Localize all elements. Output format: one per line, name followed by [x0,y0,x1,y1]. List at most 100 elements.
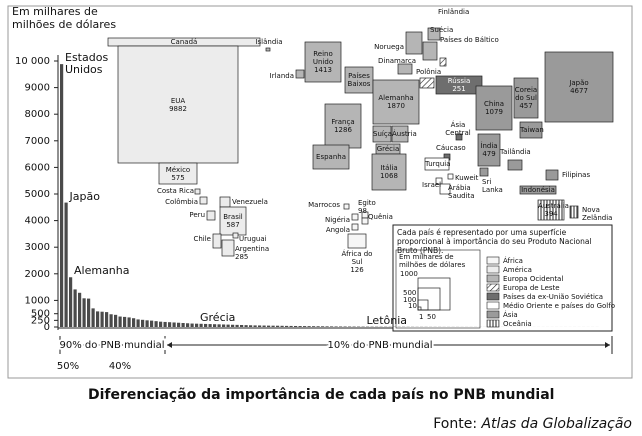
country-value: 575 [171,173,185,182]
country-label: França 1286 [325,104,361,148]
bar [100,311,104,327]
country-label: Indonésia [520,186,556,194]
bar [163,321,167,327]
country-label: Ásia Central [440,121,476,137]
bar [208,324,212,327]
country-label: Venezuela [232,198,272,206]
country-label: Grécia [376,144,400,154]
bar [172,322,176,327]
country-label: Suécia [430,26,460,34]
country-label: Irlanda [262,72,294,80]
legend-label: África [503,256,523,265]
bar [186,323,190,327]
bar [294,325,298,327]
legend-label: América [503,265,532,274]
country-label: Polônia [416,68,446,76]
country-box [232,232,239,239]
bar [78,292,82,327]
country-label: Filipinas [562,171,602,179]
country-box [537,199,565,221]
country-name: Espanha [316,153,346,161]
country-value: 587 [226,221,240,229]
country-label: Tailândia [500,148,536,156]
bar [73,289,77,327]
country-label: Quênia [368,213,396,221]
bar [82,298,86,327]
bar [253,325,257,327]
y-tick-label: 10 000 [15,56,50,67]
country-name: Canadá [170,38,198,46]
country-label: Israel [422,181,442,189]
country-name: Arábia Saudita [448,184,475,200]
country-name: Nigéria [324,216,350,224]
country-label: Brasil 587 [220,207,246,235]
country-name: Coreia do Sul [514,86,538,102]
bar [244,325,248,327]
country-label: Alemanha 1870 [373,80,419,124]
map-legend-title: Cada país é representado por uma superfí… [397,228,592,255]
bar [168,322,172,327]
country-name: Irlanda [269,72,294,80]
country-name: Ásia Central [445,121,471,137]
bar [276,325,280,327]
bar [325,326,329,327]
country-label: Argentina 285 [235,245,275,261]
country-name: Venezuela [232,198,268,206]
country-label: Suíça [373,126,392,142]
country-name: Noruega [374,43,404,51]
bar [60,64,64,328]
country-box [371,153,407,191]
country-label: Dinamarca [378,57,418,65]
country-name: Islândia [255,38,283,46]
bar [177,322,181,327]
country-box [427,27,441,41]
country-label: Austrália 394 [538,200,569,220]
country-value: 251 [452,85,466,93]
country-value: 1286 [334,126,352,134]
scale-square [417,287,441,311]
bar [298,326,302,327]
country-name: África do Sul [341,250,373,266]
bar [136,319,140,327]
legend-swatch [486,283,500,292]
country-box [477,133,501,167]
country-box [324,103,362,149]
country-label: Índia 479 [478,134,500,166]
scale-value: 1000 [400,270,418,278]
bar [132,318,136,327]
bar [87,298,91,327]
country-box [519,185,557,195]
bar [271,325,275,327]
country-box [219,196,231,208]
country-name: Argentina [235,245,270,253]
bar [262,325,266,327]
country-box [435,177,443,185]
country-name: Turquia [425,160,451,168]
country-name: Reino Unido [312,50,334,66]
scale-box [395,249,481,329]
bar [141,319,145,327]
country-name: China [484,100,504,108]
y-tick-label: 3000 [25,242,50,253]
source-title: Atlas da Globalização [480,416,632,432]
country-name: Kuweit [455,174,479,182]
bar [91,308,95,327]
bar [96,311,100,327]
country-box [351,223,359,231]
country-box [435,75,483,95]
country-label: Países do Báltico [440,36,510,44]
country-name: Cáucaso [436,144,466,152]
country-box [455,133,463,141]
country-label: Taiwan [520,122,544,138]
country-label: China 1079 [476,86,512,130]
bar [226,324,230,327]
country-box [347,233,367,249]
country-box [158,162,198,185]
country-label: Sri Lanka [482,178,510,194]
share-label: 90% do PNB mundial [59,340,164,351]
bar [222,324,226,327]
legend-swatch [486,256,500,265]
scale-value: 50 [427,313,436,321]
frame [7,5,633,379]
country-name: Sri Lanka [482,178,503,194]
